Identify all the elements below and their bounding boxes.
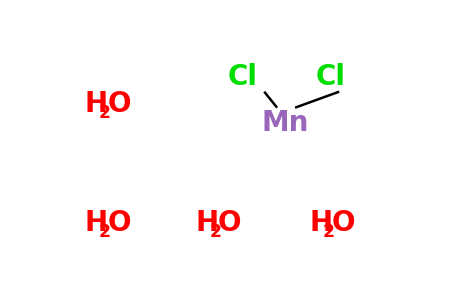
Text: H: H [309,209,332,237]
Text: O: O [218,209,241,237]
Text: 2: 2 [99,104,111,122]
Text: Cl: Cl [316,63,346,91]
Text: 2: 2 [323,223,335,241]
Text: 2: 2 [99,223,111,241]
Text: 2: 2 [209,223,221,241]
Text: O: O [108,90,131,118]
Text: H: H [85,90,108,118]
Text: O: O [332,209,356,237]
Text: H: H [195,209,219,237]
Text: Mn: Mn [262,108,309,137]
Text: O: O [108,209,131,237]
Text: H: H [85,209,108,237]
Text: Cl: Cl [228,63,258,91]
